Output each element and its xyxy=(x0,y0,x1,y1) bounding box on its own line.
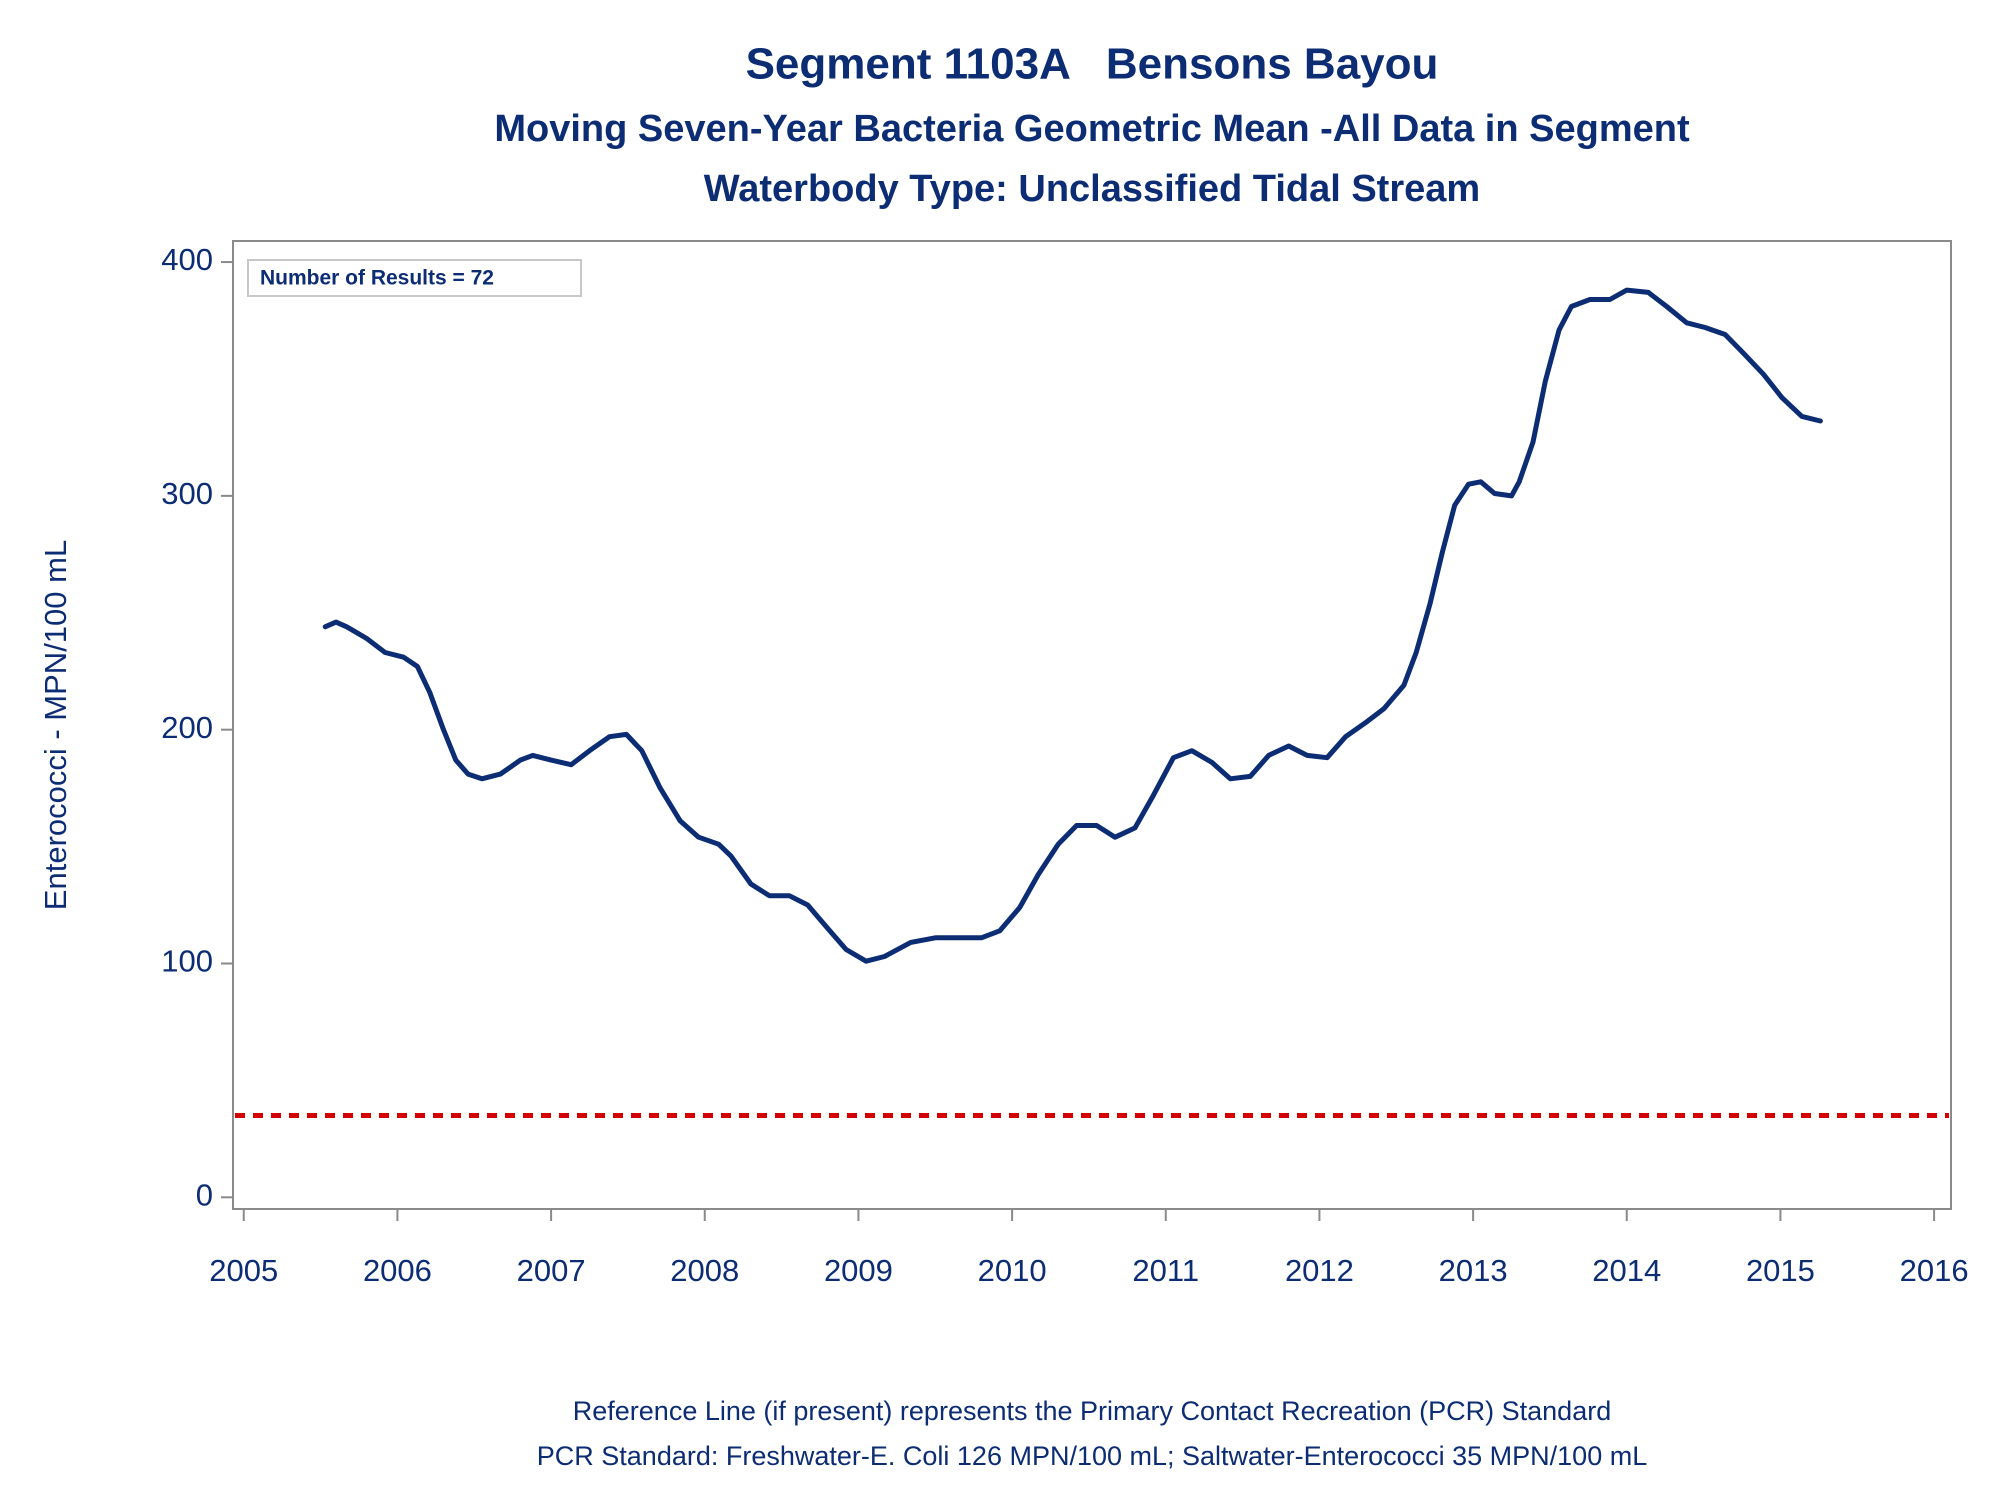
y-axis-label: Enterococci - MPN/100 mL xyxy=(38,540,73,910)
y-tick-label: 400 xyxy=(161,242,213,277)
x-tick-label: 2008 xyxy=(670,1253,739,1288)
chart-subtitle: Waterbody Type: Unclassified Tidal Strea… xyxy=(704,168,1480,210)
x-tick-label: 2005 xyxy=(209,1253,278,1288)
y-tick-label: 0 xyxy=(196,1177,213,1212)
annotation: Number of Results = 72 xyxy=(260,267,494,290)
x-tick-label: 2014 xyxy=(1592,1253,1661,1288)
annotation-box xyxy=(247,259,582,297)
x-tick-label: 2011 xyxy=(1132,1253,1199,1288)
footnote: Reference Line (if present) represents t… xyxy=(573,1396,1611,1426)
y-tick-label: 100 xyxy=(161,944,213,979)
plot-frame xyxy=(232,240,1952,1210)
chart-title: Segment 1103A Bensons Bayou xyxy=(746,40,1439,89)
x-tick-label: 2013 xyxy=(1439,1253,1508,1288)
footnote: PCR Standard: Freshwater-E. Coli 126 MPN… xyxy=(537,1441,1647,1471)
chart-subtitle: Moving Seven-Year Bacteria Geometric Mea… xyxy=(494,108,1690,150)
y-tick-label: 300 xyxy=(161,476,213,511)
x-tick-label: 2010 xyxy=(978,1253,1047,1288)
x-tick-label: 2012 xyxy=(1285,1253,1354,1288)
x-tick-label: 2009 xyxy=(824,1253,893,1288)
y-tick-label: 200 xyxy=(161,710,213,745)
x-tick-label: 2016 xyxy=(1900,1253,1969,1288)
data-line xyxy=(322,287,1823,964)
x-tick-label: 2006 xyxy=(363,1253,432,1288)
x-tick-label: 2007 xyxy=(517,1253,586,1288)
x-tick-label: 2015 xyxy=(1746,1253,1815,1288)
